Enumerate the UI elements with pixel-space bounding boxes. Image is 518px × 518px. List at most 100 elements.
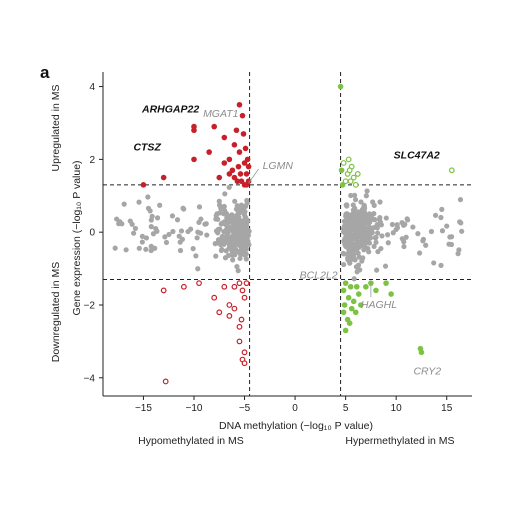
y-tick-label: 4 xyxy=(89,82,95,93)
significant-point xyxy=(341,302,348,308)
grey-point xyxy=(377,215,383,221)
significant-point-open xyxy=(347,178,354,185)
significant-point-open xyxy=(231,283,238,290)
significant-point xyxy=(242,145,249,152)
grey-point xyxy=(242,231,249,237)
grey-point xyxy=(121,201,127,207)
grey-point xyxy=(341,251,347,257)
significant-point-open xyxy=(196,280,202,287)
grey-point xyxy=(399,220,405,226)
grey-point xyxy=(237,255,243,262)
grey-point xyxy=(360,213,367,219)
grey-point xyxy=(360,239,366,245)
grey-point xyxy=(355,242,361,249)
grey-point xyxy=(373,234,379,241)
downregulated-label: Downregulated in MS xyxy=(50,262,62,362)
grey-point xyxy=(410,224,416,230)
grey-point xyxy=(389,221,396,228)
grey-point xyxy=(222,191,228,197)
grey-point xyxy=(404,216,410,222)
grey-point xyxy=(232,198,238,204)
grey-point xyxy=(364,188,370,194)
grey-point xyxy=(371,243,377,249)
grey-point xyxy=(150,231,157,237)
significant-point-open xyxy=(342,178,349,185)
grey-point xyxy=(197,230,204,236)
upregulated-label: Upregulated in MS xyxy=(50,85,62,172)
grey-point xyxy=(352,197,359,203)
grey-point xyxy=(375,230,381,236)
significant-point xyxy=(206,149,212,155)
grey-point xyxy=(217,203,223,209)
significant-point xyxy=(383,280,389,286)
significant-point xyxy=(236,149,243,155)
significant-point xyxy=(243,182,250,188)
gene-label-arhgap22: ARHGAP22 xyxy=(141,104,199,116)
grey-point xyxy=(235,268,241,274)
grey-point xyxy=(431,260,437,266)
grey-point xyxy=(190,246,196,252)
significant-point xyxy=(140,182,147,188)
grey-point xyxy=(363,233,369,239)
significant-point-open xyxy=(241,360,248,367)
grey-point xyxy=(196,204,203,210)
gene-label-bcl2l2: BCL2L2 xyxy=(300,269,338,281)
grey-point xyxy=(224,231,230,237)
significant-point-open xyxy=(231,305,238,312)
x-tick-label: 0 xyxy=(292,403,298,414)
grey-point xyxy=(439,206,445,212)
grey-point xyxy=(377,219,384,226)
grey-point xyxy=(373,239,379,245)
grey-point xyxy=(162,234,168,240)
significant-point-open xyxy=(236,280,243,287)
grey-point xyxy=(354,213,360,220)
grey-point xyxy=(363,219,370,225)
grey-point xyxy=(241,248,247,254)
significant-point-open xyxy=(162,378,169,385)
grey-point xyxy=(132,225,139,232)
significant-point-open xyxy=(221,283,228,290)
significant-point xyxy=(234,178,241,185)
grey-point xyxy=(367,235,373,241)
significant-point xyxy=(236,101,243,108)
grey-point xyxy=(357,234,364,240)
grey-point xyxy=(394,222,400,228)
grey-point xyxy=(143,246,149,252)
grey-point xyxy=(166,231,172,238)
grey-point xyxy=(377,199,383,205)
significant-point xyxy=(240,131,247,137)
grey-point xyxy=(244,200,250,206)
significant-point xyxy=(340,309,347,316)
grey-point xyxy=(438,214,444,221)
x-axis-title: DNA methylation (−log₁₀ P value) xyxy=(219,420,373,432)
significant-point xyxy=(353,283,360,290)
grey-point xyxy=(351,276,357,282)
significant-point xyxy=(348,305,355,312)
grey-point xyxy=(238,202,245,208)
x-tick-label: 5 xyxy=(343,403,349,414)
gene-label-slc47a2: SLC47A2 xyxy=(394,149,440,161)
grey-point xyxy=(385,232,391,238)
significant-point xyxy=(191,123,197,130)
grey-point xyxy=(152,245,158,251)
grey-point xyxy=(222,255,229,261)
grey-point xyxy=(204,232,210,238)
grey-point xyxy=(213,253,219,259)
significant-point xyxy=(345,294,352,301)
grey-point xyxy=(198,216,204,222)
grey-point xyxy=(350,233,356,240)
grey-point xyxy=(432,212,439,218)
significant-point-open xyxy=(239,287,246,294)
grey-point xyxy=(193,253,199,259)
grey-point xyxy=(347,219,353,225)
gene-label-cry2: CRY2 xyxy=(413,365,441,377)
gene-label-lgmn: LGMN xyxy=(263,160,294,172)
grey-point xyxy=(358,199,364,205)
significant-point xyxy=(388,291,394,297)
y-tick-label: 2 xyxy=(89,155,95,166)
significant-point-open xyxy=(354,171,361,177)
grey-point xyxy=(372,217,378,223)
grey-point xyxy=(423,242,429,248)
grey-point xyxy=(112,245,118,251)
